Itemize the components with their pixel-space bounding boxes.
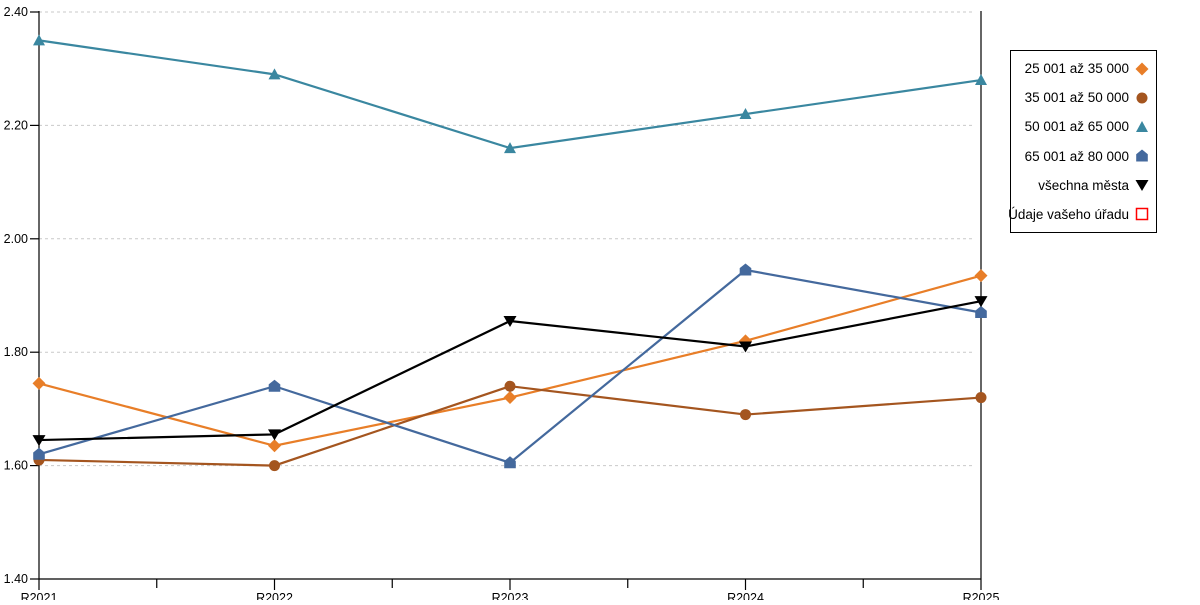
y-tick-label: 1.40 (4, 572, 28, 586)
data-point-s4-R2023 (504, 456, 516, 469)
data-point-s1-R2022 (268, 439, 281, 453)
legend-item-1: 25 001 až 35 000 (1015, 55, 1150, 83)
triangle-up-legend-marker-icon (1136, 120, 1148, 132)
legend: 25 001 až 35 000 35 001 až 50 000 50 001 a… (1008, 50, 1157, 233)
data-point-s2-R2024 (740, 409, 751, 421)
x-tick-label: R2021 (21, 591, 58, 600)
legend-label: 65 001 až 80 000 (1024, 148, 1129, 164)
data-point-s3-R2021 (33, 34, 45, 46)
series-line-1 (38, 274, 982, 447)
data-point-s4-R2022 (268, 379, 281, 392)
legend-label: Údaje vašeho úřadu (1008, 206, 1129, 222)
legend-label: 35 001 až 50 000 (1024, 90, 1129, 106)
y-tick-label: 2.20 (4, 118, 28, 132)
legend-item-6: Údaje vašeho úřadu (1008, 200, 1150, 228)
triangle-down-legend-marker-icon (1135, 180, 1149, 192)
y-tick-label: 1.80 (4, 345, 28, 359)
legend-item-5: všechna města (1015, 171, 1150, 199)
series-line-4 (38, 268, 982, 464)
circle-icon (1136, 92, 1148, 104)
data-point-s4-R2025 (975, 306, 987, 319)
y-tick-label: 2.40 (4, 5, 28, 19)
data-point-s2-R2023 (504, 380, 516, 392)
data-point-s5-R2021 (32, 435, 46, 447)
pentagon-icon (1136, 149, 1148, 162)
data-point-s1-R2025 (974, 269, 988, 283)
triangle-up-icon (1136, 120, 1148, 132)
x-tick-label: R2022 (256, 591, 293, 600)
data-point-s5-R2022 (268, 429, 281, 441)
data-point-s4-R2021 (33, 447, 45, 460)
data-point-s1-R2023 (503, 391, 517, 405)
data-point-s5-R2023 (503, 316, 517, 328)
data-point-s5-R2024 (739, 341, 752, 353)
circle-legend-marker-icon (1136, 92, 1148, 104)
data-point-s2-R2022 (269, 460, 280, 472)
square-outline-legend-marker-icon (1135, 208, 1149, 221)
legend-item-2: 35 001 až 50 000 (1015, 84, 1150, 112)
triangle-down-icon (1135, 180, 1149, 192)
diamond-legend-marker-icon (1135, 62, 1149, 76)
legend-label: 50 001 až 65 000 (1024, 119, 1129, 135)
legend-label: 25 001 až 35 000 (1024, 61, 1129, 77)
data-point-s2-R2025 (975, 392, 987, 404)
data-point-s4-R2024 (739, 263, 752, 276)
x-tick-label: R2025 (963, 591, 1000, 600)
diamond-icon (1135, 62, 1149, 76)
data-point-s3-R2024 (739, 108, 752, 120)
data-point-s3-R2025 (975, 74, 987, 86)
data-point-s5-R2025 (974, 296, 988, 308)
legend-label: všechna města (1038, 177, 1129, 193)
x-tick-label: R2023 (492, 591, 529, 600)
x-tick-label: R2024 (727, 591, 764, 600)
legend-item-3: 50 001 až 65 000 (1015, 113, 1150, 141)
legend-item-4: 65 001 až 80 000 (1015, 142, 1150, 170)
pentagon-legend-marker-icon (1136, 149, 1148, 162)
y-tick-label: 2.00 (4, 232, 28, 246)
y-tick-label: 1.60 (4, 459, 28, 473)
series-line-3 (38, 39, 982, 150)
data-point-s3-R2023 (504, 142, 516, 154)
data-point-s3-R2022 (268, 68, 281, 80)
data-point-s1-R2021 (32, 376, 46, 390)
square-outline-icon (1135, 208, 1149, 221)
